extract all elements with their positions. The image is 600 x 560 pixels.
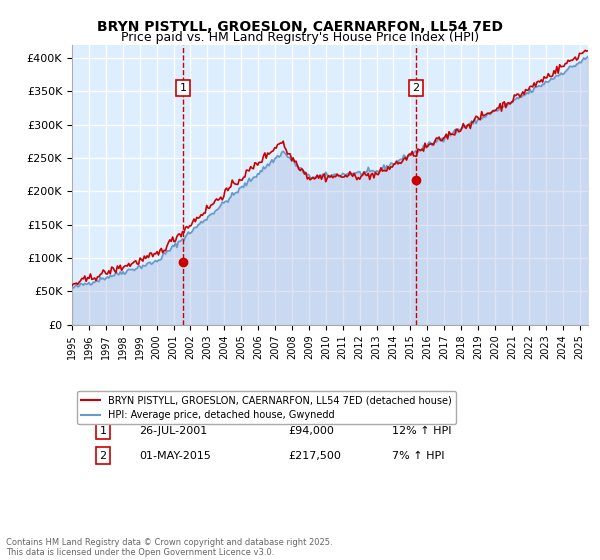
- Text: 2: 2: [412, 83, 419, 93]
- Text: 7% ↑ HPI: 7% ↑ HPI: [392, 451, 445, 461]
- Text: 1: 1: [179, 83, 187, 93]
- Text: BRYN PISTYLL, GROESLON, CAERNARFON, LL54 7ED: BRYN PISTYLL, GROESLON, CAERNARFON, LL54…: [97, 20, 503, 34]
- Text: £217,500: £217,500: [289, 451, 341, 461]
- Text: 01-MAY-2015: 01-MAY-2015: [139, 451, 211, 461]
- Text: 1: 1: [100, 426, 106, 436]
- Text: Contains HM Land Registry data © Crown copyright and database right 2025.
This d: Contains HM Land Registry data © Crown c…: [6, 538, 332, 557]
- Text: 2: 2: [100, 451, 107, 461]
- Legend: BRYN PISTYLL, GROESLON, CAERNARFON, LL54 7ED (detached house), HPI: Average pric: BRYN PISTYLL, GROESLON, CAERNARFON, LL54…: [77, 391, 455, 424]
- Text: Price paid vs. HM Land Registry's House Price Index (HPI): Price paid vs. HM Land Registry's House …: [121, 31, 479, 44]
- Text: 26-JUL-2001: 26-JUL-2001: [139, 426, 208, 436]
- Text: £94,000: £94,000: [289, 426, 335, 436]
- Text: 12% ↑ HPI: 12% ↑ HPI: [392, 426, 451, 436]
